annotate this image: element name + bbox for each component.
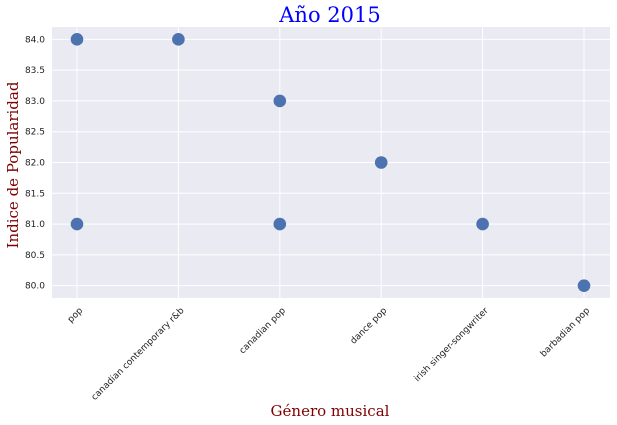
x-tick-label: canadian contemporary r&b xyxy=(90,306,187,403)
y-tick-label: 80.0 xyxy=(25,282,45,292)
y-tick-label: 83.5 xyxy=(25,66,45,76)
data-point xyxy=(273,94,287,108)
data-point xyxy=(70,33,84,46)
y-tick-label: 83.0 xyxy=(25,97,45,107)
data-point xyxy=(577,279,591,292)
data-points xyxy=(70,33,591,292)
y-axis-label: Indice de Popularidad xyxy=(4,81,22,248)
data-point xyxy=(273,217,287,231)
data-point xyxy=(476,217,489,231)
y-tick-label: 84.0 xyxy=(25,35,45,45)
x-tick-label: canadian pop xyxy=(238,306,288,356)
data-point xyxy=(70,217,84,231)
y-tick-labels: 80.0 80.5 81.0 81.5 82.0 82.5 83.0 83.5 84.0 xyxy=(25,35,45,291)
grid-lines xyxy=(52,27,610,298)
y-tick-label: 82.5 xyxy=(25,128,45,138)
x-tick-label: pop xyxy=(66,306,85,325)
x-tick-label: dance pop xyxy=(349,306,390,347)
x-tick-label: irish singer-songwriter xyxy=(413,306,491,384)
y-tick-label: 81.0 xyxy=(25,220,45,230)
y-tick-label: 80.5 xyxy=(25,251,45,261)
x-tick-labels: pop canadian contemporary r&b canadian pop… xyxy=(66,306,592,403)
y-tick-label: 82.0 xyxy=(25,159,45,169)
y-tick-label: 81.5 xyxy=(25,189,45,199)
x-axis-label: Género musical xyxy=(271,402,390,420)
data-point xyxy=(374,156,388,169)
x-tick-label: barbadian pop xyxy=(539,306,593,360)
data-point xyxy=(172,33,185,46)
chart-title: Año 2015 xyxy=(278,3,380,27)
